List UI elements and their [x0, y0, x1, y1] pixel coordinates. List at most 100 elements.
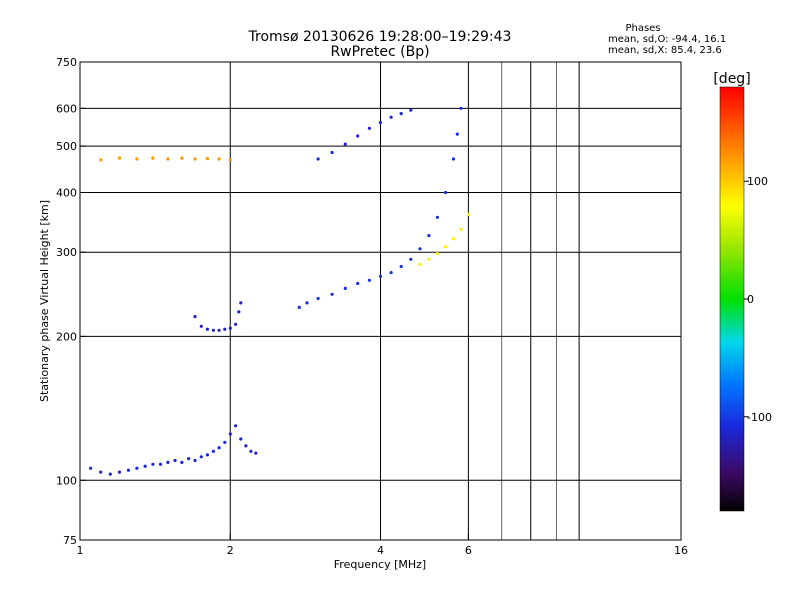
data-point: [399, 264, 403, 269]
y-axis-label: Stationary phase Virtual Height [km]: [38, 200, 51, 402]
data-point: [367, 278, 371, 282]
data-point: [217, 446, 221, 450]
data-point: [143, 464, 147, 468]
data-point: [459, 106, 463, 110]
data-point: [418, 262, 422, 266]
y-tick-label: 600: [56, 102, 77, 115]
data-point: [180, 460, 184, 464]
data-point: [126, 468, 130, 472]
data-point: [151, 156, 155, 160]
colorbar-label: [deg]: [713, 71, 750, 87]
data-point: [455, 132, 459, 136]
data-point: [99, 158, 103, 162]
data-point: [444, 245, 448, 249]
data-point: [228, 158, 232, 162]
data-point: [239, 437, 243, 441]
data-point: [108, 472, 112, 476]
data-point: [451, 157, 455, 161]
y-tick-label: 500: [56, 140, 77, 153]
data-point: [205, 157, 209, 161]
data-point: [135, 157, 139, 161]
data-point: [399, 112, 403, 116]
data-point: [117, 156, 122, 160]
data-point: [435, 252, 439, 256]
data-point: [378, 121, 383, 125]
data-point: [117, 470, 122, 474]
colorbar-tick-label: -100: [747, 411, 772, 424]
data-point: [427, 257, 431, 261]
colorbar: [719, 86, 745, 512]
data-point: [193, 315, 197, 319]
data-point: [193, 458, 197, 463]
data-point: [239, 301, 243, 305]
x-axis-label: Frequency [MHz]: [334, 558, 426, 571]
data-point: [193, 157, 197, 161]
data-point: [378, 274, 383, 278]
y-tick-label: 750: [56, 56, 77, 69]
data-point: [356, 281, 360, 286]
x-tick-label: 1: [77, 544, 84, 557]
data-point: [205, 453, 209, 457]
series-4: [316, 108, 413, 161]
colorbar-tick-label: 100: [747, 175, 768, 188]
stats-x-mode: mean, sd,X: 85.4, 23.6: [608, 45, 722, 56]
data-point: [297, 305, 301, 309]
data-point: [234, 424, 238, 428]
data-point: [459, 227, 463, 231]
data-point: [356, 134, 360, 138]
data-point: [466, 212, 470, 216]
data-point: [330, 292, 334, 296]
series-2: [297, 106, 463, 309]
data-point: [316, 157, 320, 161]
y-tick-label: 75: [63, 534, 77, 547]
data-point: [343, 142, 347, 146]
data-point: [99, 470, 103, 474]
colorbar-tick-label: 0: [747, 293, 754, 306]
data-point: [330, 150, 334, 155]
data-point: [217, 157, 221, 161]
y-tick-label: 300: [56, 246, 77, 259]
data-point: [409, 108, 413, 112]
data-point: [180, 156, 184, 160]
data-point: [234, 322, 238, 326]
data-point: [199, 324, 203, 328]
data-point: [305, 301, 309, 305]
data-point: [237, 310, 241, 314]
chart-subtitle: RwPretec (Bp): [330, 44, 429, 60]
x-tick-label: 6: [465, 544, 472, 557]
data-point: [389, 115, 393, 119]
data-point: [223, 440, 227, 444]
data-point: [217, 328, 221, 332]
data-point: [435, 215, 439, 219]
data-point: [173, 458, 177, 463]
data-point: [199, 455, 203, 459]
data-point: [254, 451, 258, 455]
data-points: [89, 106, 470, 476]
data-point: [211, 328, 215, 332]
data-point: [409, 257, 413, 261]
data-point: [89, 466, 93, 470]
data-point: [343, 286, 347, 290]
chart-title: Tromsø 20130626 19:28:00–19:29:43: [248, 29, 512, 45]
y-axis-ticks: 75 100 200 300 400 500 600 750: [56, 56, 86, 547]
data-point: [223, 327, 227, 331]
data-point: [249, 449, 253, 453]
series-0: [89, 424, 258, 476]
colorbar-ticks: 100 0 -100: [744, 175, 772, 424]
data-point: [211, 449, 215, 453]
data-point: [316, 296, 320, 301]
data-point: [418, 247, 422, 251]
data-point: [244, 444, 248, 448]
data-point: [444, 190, 448, 195]
data-point: [451, 237, 455, 241]
data-point: [427, 234, 431, 238]
data-point: [389, 271, 393, 275]
data-point: [135, 466, 139, 470]
y-tick-label: 200: [56, 330, 77, 343]
grid-lines: [80, 62, 681, 540]
y-tick-label: 400: [56, 186, 77, 199]
series-3: [418, 212, 470, 266]
data-point: [187, 457, 191, 461]
x-tick-label: 4: [377, 544, 384, 557]
